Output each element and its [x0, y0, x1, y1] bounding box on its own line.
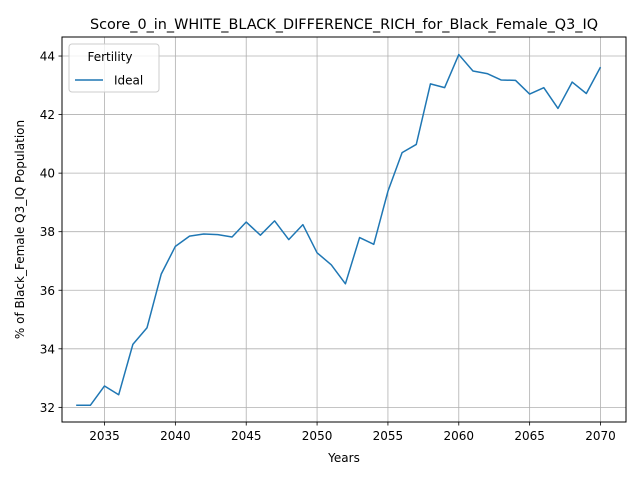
x-axis: 2035 2040 2045 2050 2055 2060 2065 2070 — [89, 422, 616, 443]
x-tick-label: 2050 — [302, 429, 333, 443]
legend: Fertility Ideal — [68, 43, 160, 93]
y-tick-label: 32 — [40, 401, 55, 415]
x-tick-label: 2035 — [89, 429, 120, 443]
series-line-ideal — [76, 53, 602, 407]
x-tick-label: 2045 — [231, 429, 262, 443]
x-tick-label: 2070 — [585, 429, 616, 443]
y-axis: 32 34 36 38 40 42 44 — [40, 50, 62, 415]
chart-title: Score_0_in_WHITE_BLACK_DIFFERENCE_RICH_f… — [90, 17, 598, 33]
y-tick-label: 42 — [40, 108, 55, 122]
grid-lines — [62, 37, 626, 422]
x-axis-label: Years — [327, 451, 360, 465]
y-tick-label: 44 — [40, 50, 55, 64]
y-tick-label: 38 — [40, 225, 55, 239]
y-tick-label: 34 — [40, 342, 55, 356]
x-tick-label: 2065 — [514, 429, 545, 443]
y-tick-label: 36 — [40, 284, 55, 298]
x-tick-label: 2040 — [160, 429, 191, 443]
series-lines — [76, 53, 602, 407]
legend-title: Fertility — [87, 50, 132, 64]
y-axis-label: % of Black_Female Q3_IQ Population — [13, 120, 27, 339]
y-tick-label: 40 — [40, 167, 55, 181]
x-tick-label: 2060 — [444, 429, 475, 443]
plot-area-frame — [61, 36, 627, 423]
x-tick-label: 2055 — [373, 429, 404, 443]
legend-label-ideal: Ideal — [114, 74, 143, 88]
